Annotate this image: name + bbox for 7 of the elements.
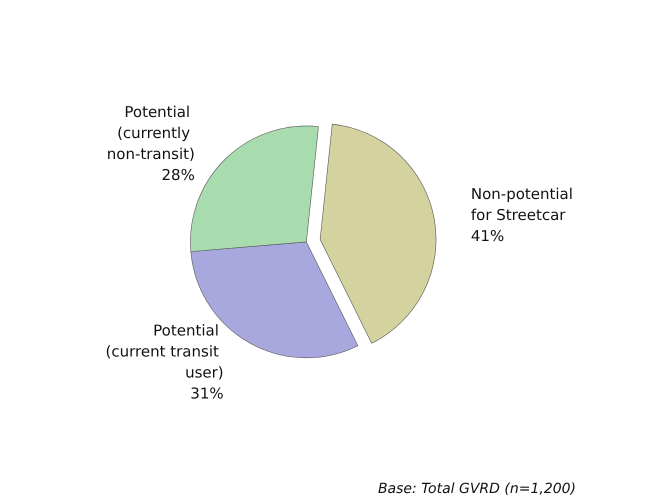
slice-label: Non-potential for Streetcar — [470, 185, 578, 224]
data-label: 28% — [162, 166, 195, 184]
text: Base: Total GVRD (n=1,200) — [378, 481, 576, 497]
data-label: 31% — [190, 384, 224, 403]
data-label: 41% — [470, 227, 504, 246]
slice-label: Potential (currently non-transit) — [106, 102, 195, 163]
slice-label: Potential (current transit user) — [106, 322, 224, 382]
